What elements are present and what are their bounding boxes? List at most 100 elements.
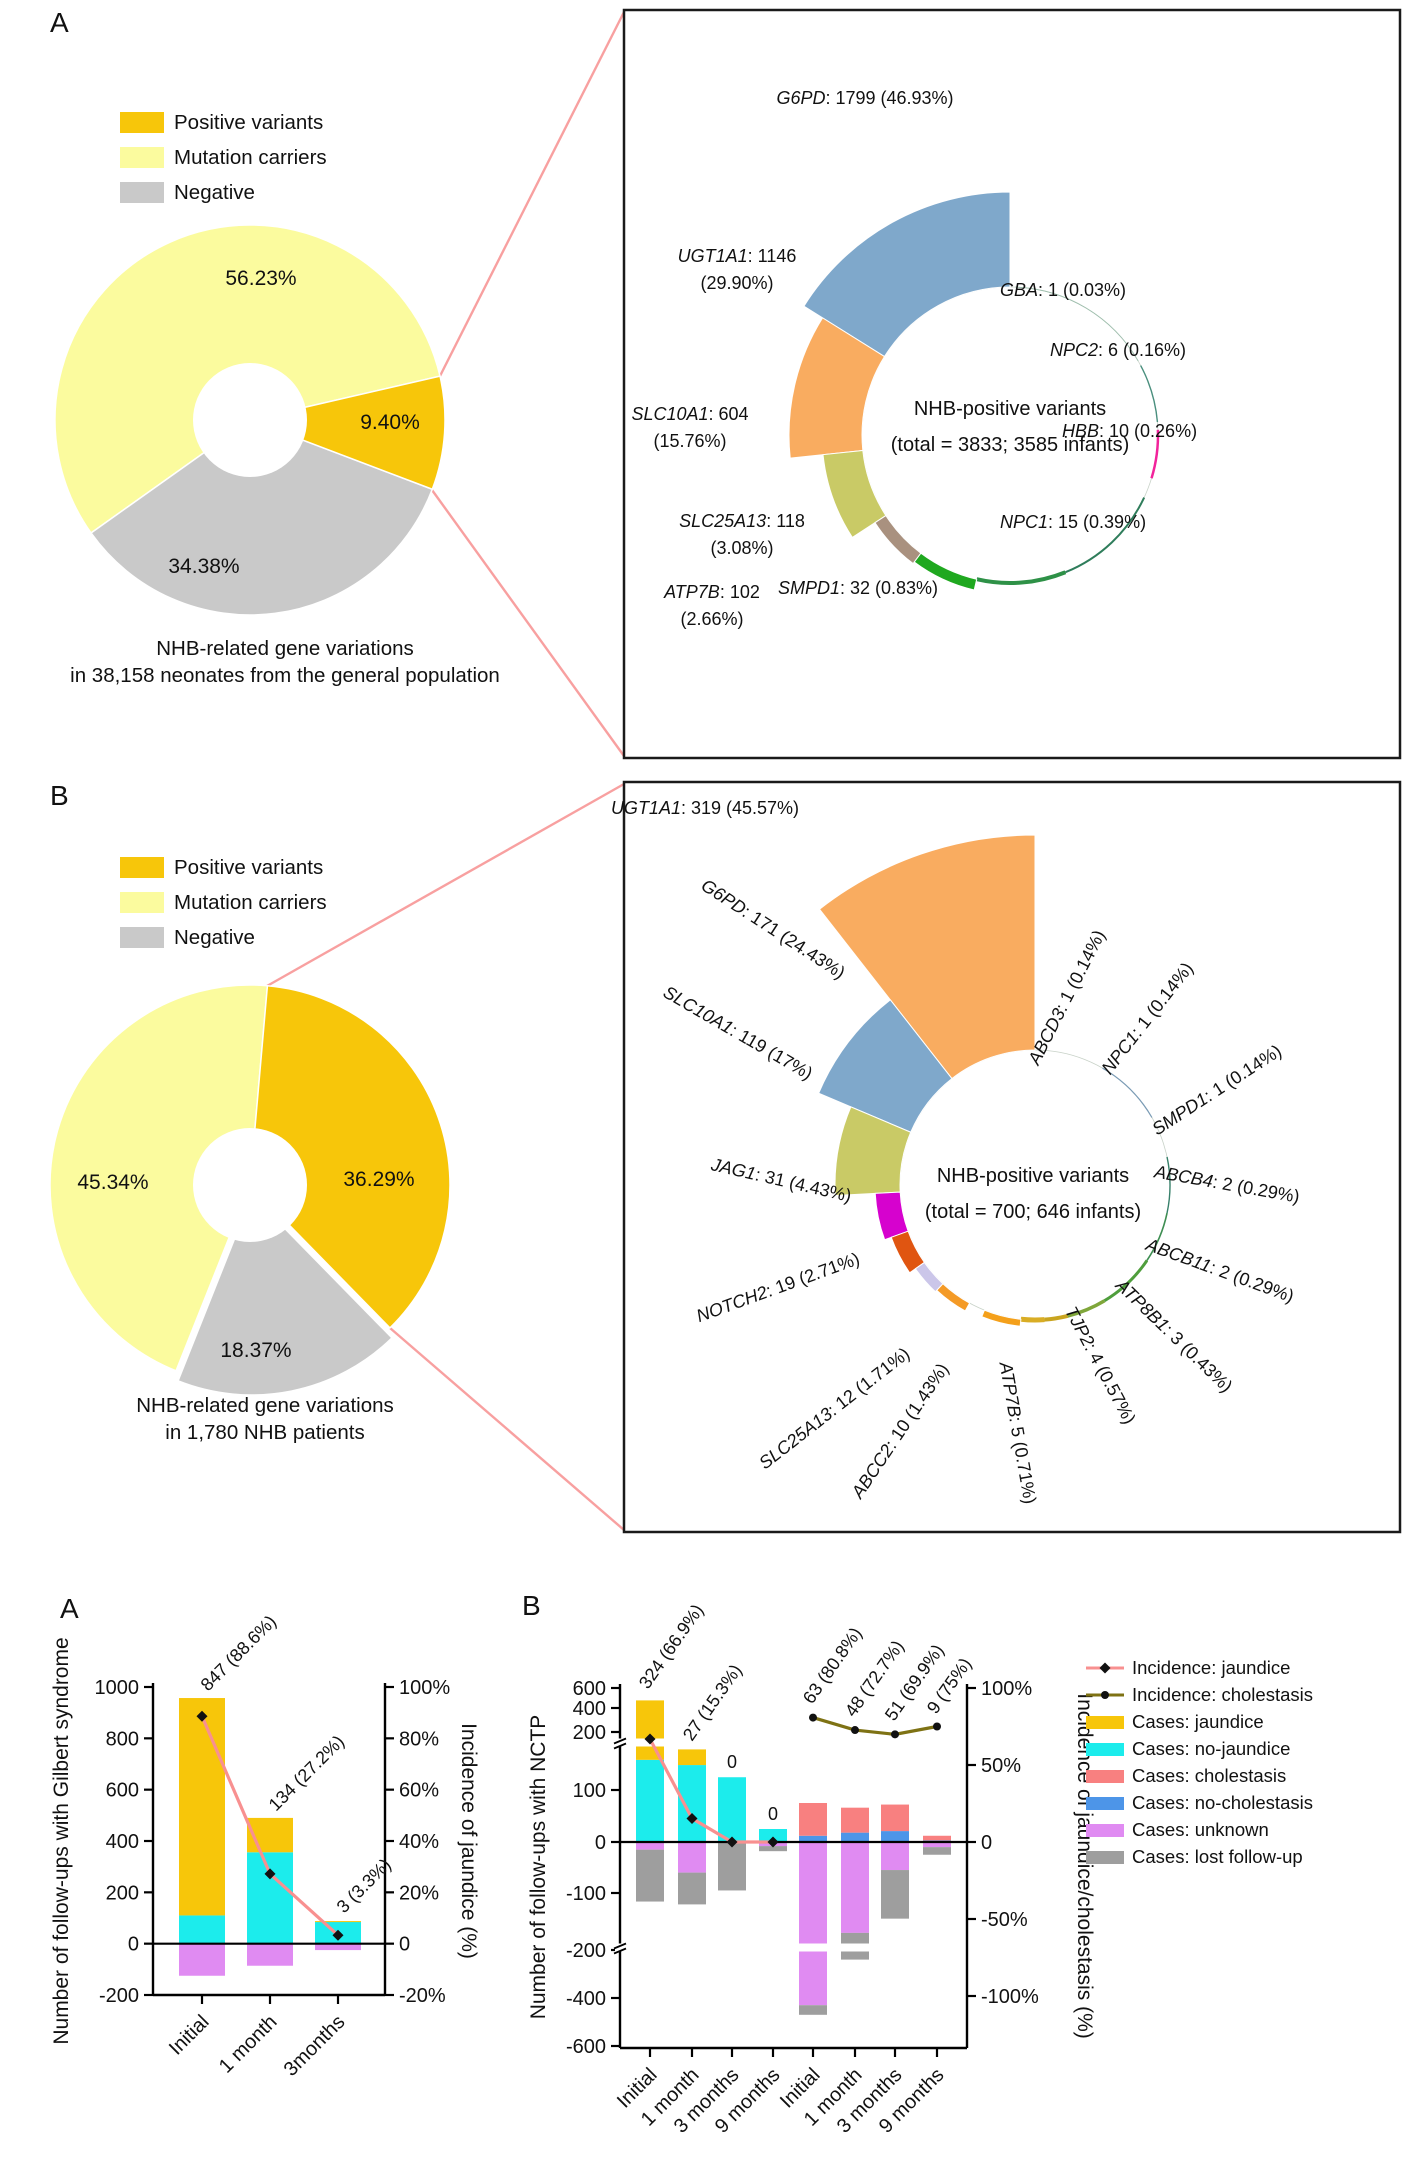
right-tick-label: 100% xyxy=(399,1677,450,1699)
left-tick-label: -200 xyxy=(566,1940,606,1962)
legend-diamond xyxy=(1099,1662,1111,1674)
rose-wedge-ugt1a1 xyxy=(818,834,1036,1080)
legend-label: Negative xyxy=(174,926,255,949)
gene-label-rest: (3.08%) xyxy=(710,538,773,558)
legend-swatch-negative xyxy=(120,182,164,203)
right-tick-label: -100% xyxy=(981,1986,1039,2008)
legend-item-label: Incidence: jaundice xyxy=(1132,1657,1290,1678)
gene-name-italic: NPC1 xyxy=(1000,512,1048,532)
gene-label-slc10a1: SLC10A1: 604 (15.76%) xyxy=(631,404,748,451)
slice-percent-label: 45.34% xyxy=(77,1171,148,1194)
bar-segment-gold xyxy=(315,1921,361,1923)
bar-segment-grayBar xyxy=(759,1846,787,1852)
bar-segment-grayBar xyxy=(678,1872,706,1905)
rose-wedge-slc25a13 xyxy=(914,1261,944,1293)
followup-gilbert: A 1000 800 600 400 200 0 -200 100% 80% 60% 40% 20% 0 -… xyxy=(50,1593,480,2081)
gene-label-rest: : 604 xyxy=(709,404,749,424)
slice-percent-label: 9.40% xyxy=(360,411,420,434)
bar-segment-violet xyxy=(881,1842,909,1871)
rose-wedge-ugt1a1 xyxy=(788,317,886,459)
gene-label-slc25a13: SLC25A13: 118 (3.08%) xyxy=(679,511,805,558)
gene-label-rest: : 1146 xyxy=(748,246,797,266)
gene-label-line: SLC25A13: 118 xyxy=(679,511,805,531)
gene-label-hbb: HBB: 10 (0.26%) xyxy=(1062,421,1197,441)
break-slash xyxy=(613,1742,627,1750)
gene-label-rest: : 15 (0.39%) xyxy=(1048,512,1146,532)
axis-break-gap xyxy=(615,1738,625,1747)
bar-annotation: 27 (15.3%) xyxy=(679,1661,746,1745)
slice-percent-label: 56.23% xyxy=(225,267,296,290)
right-tick-label: 100% xyxy=(981,1678,1032,1700)
bar-segment-salmon xyxy=(881,1804,909,1832)
bar-segment-grayBar xyxy=(718,1842,746,1891)
right-tick-label: 40% xyxy=(399,1831,439,1853)
gene-label-rest: : 1 (0.03%) xyxy=(1038,280,1126,300)
gene-label-line: HBB: 10 (0.26%) xyxy=(1062,421,1197,441)
left-tick-label: 600 xyxy=(106,1780,139,1802)
gene-label-line: (2.66%) xyxy=(680,609,743,629)
rose-arc-abcb11 xyxy=(1067,1299,1106,1318)
gene-label-ugt1a1: UGT1A1: 1146 (29.90%) xyxy=(678,246,797,293)
gene-label-smpd1: SMPD1: 32 (0.83%) xyxy=(778,578,938,598)
rose-wedge-g6pd xyxy=(818,999,953,1133)
donut-caption-line: in 38,158 neonates from the general popu… xyxy=(70,664,500,687)
right-axis-title: Incidence of jaundice (%) xyxy=(457,1723,480,1959)
donut-caption-line: NHB-related gene variations xyxy=(136,1394,394,1417)
break-slash xyxy=(613,1942,627,1950)
gene-name-italic: HBB xyxy=(1062,421,1099,441)
gene-label-npc1: NPC1: 15 (0.39%) xyxy=(1000,512,1146,532)
panel-label-a: A xyxy=(60,1593,79,1624)
bar-annotation: 134 (27.2%) xyxy=(265,1731,348,1814)
bar-segment-cyan xyxy=(179,1915,225,1944)
bar-segment-cyan xyxy=(718,1777,746,1842)
legend-swatch-cases-unknown xyxy=(1086,1824,1124,1837)
legend-swatch-positive-variants xyxy=(120,112,164,133)
bar-annotation: 847 (88.6%) xyxy=(197,1611,280,1694)
bar-segment-violet xyxy=(315,1943,361,1951)
axis-break-gap xyxy=(615,1943,625,1952)
panel-label-a: A xyxy=(50,7,69,38)
bar-segment-gold xyxy=(636,1700,664,1760)
break-slash xyxy=(613,1947,627,1955)
legend-item-label: Cases: lost follow-up xyxy=(1132,1846,1303,1867)
gene-label-rest: : 118 xyxy=(766,511,805,531)
rose-wedge-atp7b xyxy=(981,1309,1022,1327)
donut-nhb: B Positive variants Mutation carriers Negat… xyxy=(49,780,451,1444)
rose-arc-tjp2 xyxy=(1020,1316,1045,1323)
legend-item-label: Cases: no-jaundice xyxy=(1132,1738,1290,1759)
bar-segment-cyan xyxy=(636,1759,664,1842)
donut-slice-negative xyxy=(90,419,434,616)
donut-slice-mutation-carriers xyxy=(49,984,269,1372)
gene-name-italic: SMPD1 xyxy=(778,578,840,598)
left-tick-label: -600 xyxy=(566,2036,606,2058)
bar-segment-salmon xyxy=(923,1835,951,1841)
bar-segment-cyan xyxy=(678,1765,706,1842)
bar-segment-grayBar xyxy=(636,1849,664,1902)
legend-label: Mutation carriers xyxy=(174,891,327,914)
gene-name-italic: UGT1A1 xyxy=(611,798,681,818)
rose-nhb: UGT1A1: 319 (45.57%)G6PD: 171 (24.43%)SL… xyxy=(611,780,1402,1534)
bar-segment-grayBar xyxy=(881,1870,909,1919)
gene-label-ugt1a1: UGT1A1: 319 (45.57%) xyxy=(611,798,799,818)
rose-arc-abcd3 xyxy=(1102,1067,1153,1118)
gene-name-italic: NPC2 xyxy=(1050,340,1098,360)
donut-caption-line: in 1,780 NHB patients xyxy=(165,1421,364,1444)
rose-wedge-g6pd xyxy=(803,191,1011,358)
gene-label-line: G6PD: 1799 (46.93%) xyxy=(776,88,953,108)
legend-label: Mutation carriers xyxy=(174,146,327,169)
circle-marker xyxy=(851,1726,859,1735)
right-tick-label: 80% xyxy=(399,1728,439,1750)
bar-segment-violet xyxy=(841,1842,869,1933)
gene-label-rest: : 102 xyxy=(720,582,760,602)
legend-item-label: Cases: no-cholestasis xyxy=(1132,1792,1313,1813)
gene-name-italic: ATP7B xyxy=(663,582,720,602)
bar-segment-cyan xyxy=(759,1829,787,1842)
bar-segment-grayBar xyxy=(923,1847,951,1855)
left-tick-label: -400 xyxy=(566,1988,606,2010)
rose-center-line: (total = 700; 646 infants) xyxy=(925,1201,1141,1223)
slice-percent-label: 36.29% xyxy=(343,1168,414,1191)
gene-label-line: UGT1A1: 1146 xyxy=(678,246,797,266)
rose-arc-smpd1 xyxy=(976,570,1067,585)
